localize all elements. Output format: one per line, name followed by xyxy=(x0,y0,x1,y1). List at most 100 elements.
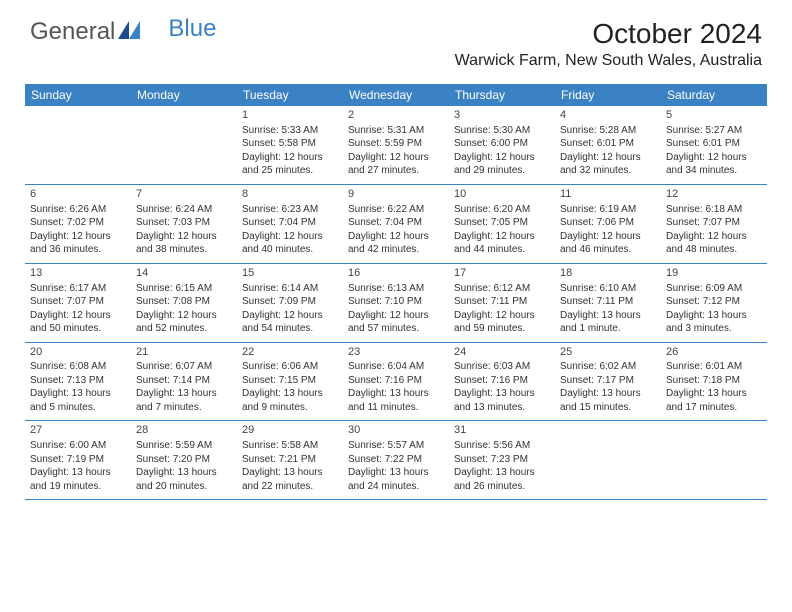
calendar-cell: 22Sunrise: 6:06 AMSunset: 7:15 PMDayligh… xyxy=(237,342,343,421)
calendar-week: 6Sunrise: 6:26 AMSunset: 7:02 PMDaylight… xyxy=(25,184,767,263)
day-number: 9 xyxy=(348,187,444,202)
sunrise-text: Sunrise: 5:33 AM xyxy=(242,124,338,138)
daylight-text: and 46 minutes. xyxy=(560,243,656,257)
calendar-cell: 16Sunrise: 6:13 AMSunset: 7:10 PMDayligh… xyxy=(343,263,449,342)
calendar-cell: 20Sunrise: 6:08 AMSunset: 7:13 PMDayligh… xyxy=(25,342,131,421)
daylight-text: Daylight: 12 hours xyxy=(242,151,338,165)
sunrise-text: Sunrise: 6:12 AM xyxy=(454,282,550,296)
sunrise-text: Sunrise: 6:20 AM xyxy=(454,203,550,217)
calendar-cell: 3Sunrise: 5:30 AMSunset: 6:00 PMDaylight… xyxy=(449,106,555,184)
calendar-cell: 31Sunrise: 5:56 AMSunset: 7:23 PMDayligh… xyxy=(449,421,555,500)
daylight-text: Daylight: 13 hours xyxy=(348,387,444,401)
calendar-cell: 18Sunrise: 6:10 AMSunset: 7:11 PMDayligh… xyxy=(555,263,661,342)
calendar-cell: 26Sunrise: 6:01 AMSunset: 7:18 PMDayligh… xyxy=(661,342,767,421)
sunrise-text: Sunrise: 5:27 AM xyxy=(666,124,762,138)
day-number: 3 xyxy=(454,108,550,123)
sunrise-text: Sunrise: 6:13 AM xyxy=(348,282,444,296)
sunrise-text: Sunrise: 6:10 AM xyxy=(560,282,656,296)
daylight-text: and 25 minutes. xyxy=(242,164,338,178)
sunrise-text: Sunrise: 5:30 AM xyxy=(454,124,550,138)
sunset-text: Sunset: 5:58 PM xyxy=(242,137,338,151)
daylight-text: and 17 minutes. xyxy=(666,401,762,415)
daylight-text: Daylight: 13 hours xyxy=(666,309,762,323)
calendar-cell xyxy=(661,421,767,500)
daylight-text: Daylight: 12 hours xyxy=(242,309,338,323)
day-number: 14 xyxy=(136,266,232,281)
calendar-cell: 6Sunrise: 6:26 AMSunset: 7:02 PMDaylight… xyxy=(25,184,131,263)
sunrise-text: Sunrise: 5:59 AM xyxy=(136,439,232,453)
day-number: 20 xyxy=(30,345,126,360)
daylight-text: Daylight: 13 hours xyxy=(666,387,762,401)
daylight-text: Daylight: 13 hours xyxy=(560,387,656,401)
sunset-text: Sunset: 7:04 PM xyxy=(242,216,338,230)
daylight-text: and 5 minutes. xyxy=(30,401,126,415)
day-number: 4 xyxy=(560,108,656,123)
daylight-text: Daylight: 13 hours xyxy=(136,466,232,480)
daylight-text: and 36 minutes. xyxy=(30,243,126,257)
daylight-text: and 29 minutes. xyxy=(454,164,550,178)
calendar-cell: 11Sunrise: 6:19 AMSunset: 7:06 PMDayligh… xyxy=(555,184,661,263)
calendar-cell: 5Sunrise: 5:27 AMSunset: 6:01 PMDaylight… xyxy=(661,106,767,184)
day-number: 2 xyxy=(348,108,444,123)
page-title: October 2024 xyxy=(455,18,762,50)
day-number: 6 xyxy=(30,187,126,202)
sunset-text: Sunset: 7:23 PM xyxy=(454,453,550,467)
day-number: 15 xyxy=(242,266,338,281)
day-header-row: SundayMondayTuesdayWednesdayThursdayFrid… xyxy=(25,84,767,106)
sunrise-text: Sunrise: 6:01 AM xyxy=(666,360,762,374)
daylight-text: Daylight: 12 hours xyxy=(560,230,656,244)
daylight-text: Daylight: 12 hours xyxy=(242,230,338,244)
day-number: 23 xyxy=(348,345,444,360)
daylight-text: and 27 minutes. xyxy=(348,164,444,178)
day-number: 18 xyxy=(560,266,656,281)
sunrise-text: Sunrise: 6:14 AM xyxy=(242,282,338,296)
sunset-text: Sunset: 6:00 PM xyxy=(454,137,550,151)
calendar-cell: 8Sunrise: 6:23 AMSunset: 7:04 PMDaylight… xyxy=(237,184,343,263)
sunrise-text: Sunrise: 6:04 AM xyxy=(348,360,444,374)
sunrise-text: Sunrise: 6:08 AM xyxy=(30,360,126,374)
calendar-cell: 13Sunrise: 6:17 AMSunset: 7:07 PMDayligh… xyxy=(25,263,131,342)
calendar-cell: 21Sunrise: 6:07 AMSunset: 7:14 PMDayligh… xyxy=(131,342,237,421)
calendar-cell: 14Sunrise: 6:15 AMSunset: 7:08 PMDayligh… xyxy=(131,263,237,342)
daylight-text: and 54 minutes. xyxy=(242,322,338,336)
daylight-text: and 22 minutes. xyxy=(242,480,338,494)
day-number: 24 xyxy=(454,345,550,360)
day-header: Monday xyxy=(131,84,237,106)
sunset-text: Sunset: 7:20 PM xyxy=(136,453,232,467)
calendar-cell: 19Sunrise: 6:09 AMSunset: 7:12 PMDayligh… xyxy=(661,263,767,342)
day-number: 16 xyxy=(348,266,444,281)
sunset-text: Sunset: 7:04 PM xyxy=(348,216,444,230)
calendar-cell: 29Sunrise: 5:58 AMSunset: 7:21 PMDayligh… xyxy=(237,421,343,500)
sunset-text: Sunset: 7:19 PM xyxy=(30,453,126,467)
daylight-text: Daylight: 12 hours xyxy=(666,151,762,165)
sunrise-text: Sunrise: 6:15 AM xyxy=(136,282,232,296)
calendar-cell: 17Sunrise: 6:12 AMSunset: 7:11 PMDayligh… xyxy=(449,263,555,342)
sunset-text: Sunset: 7:09 PM xyxy=(242,295,338,309)
day-number: 21 xyxy=(136,345,232,360)
calendar-cell xyxy=(131,106,237,184)
day-number: 8 xyxy=(242,187,338,202)
day-number: 17 xyxy=(454,266,550,281)
sunset-text: Sunset: 7:16 PM xyxy=(348,374,444,388)
daylight-text: Daylight: 12 hours xyxy=(666,230,762,244)
daylight-text: and 1 minute. xyxy=(560,322,656,336)
sunset-text: Sunset: 7:11 PM xyxy=(454,295,550,309)
sunrise-text: Sunrise: 6:22 AM xyxy=(348,203,444,217)
sunrise-text: Sunrise: 5:28 AM xyxy=(560,124,656,138)
sunset-text: Sunset: 7:15 PM xyxy=(242,374,338,388)
day-number: 19 xyxy=(666,266,762,281)
calendar-cell: 9Sunrise: 6:22 AMSunset: 7:04 PMDaylight… xyxy=(343,184,449,263)
daylight-text: Daylight: 12 hours xyxy=(30,309,126,323)
sunset-text: Sunset: 7:08 PM xyxy=(136,295,232,309)
day-header: Saturday xyxy=(661,84,767,106)
day-number: 5 xyxy=(666,108,762,123)
daylight-text: Daylight: 12 hours xyxy=(454,151,550,165)
daylight-text: and 24 minutes. xyxy=(348,480,444,494)
daylight-text: and 34 minutes. xyxy=(666,164,762,178)
sunset-text: Sunset: 7:07 PM xyxy=(666,216,762,230)
daylight-text: and 57 minutes. xyxy=(348,322,444,336)
day-number: 13 xyxy=(30,266,126,281)
sunrise-text: Sunrise: 6:02 AM xyxy=(560,360,656,374)
sunset-text: Sunset: 7:17 PM xyxy=(560,374,656,388)
calendar-cell: 7Sunrise: 6:24 AMSunset: 7:03 PMDaylight… xyxy=(131,184,237,263)
